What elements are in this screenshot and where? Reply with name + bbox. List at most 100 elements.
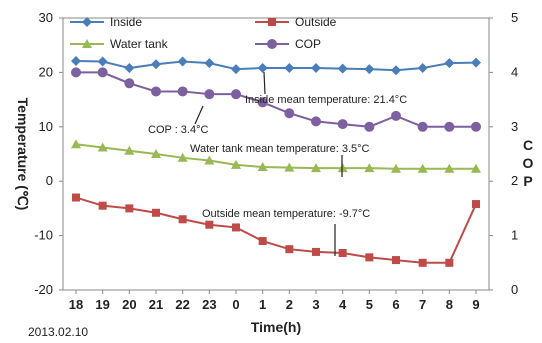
- right-tick-label: 1: [511, 228, 518, 243]
- series-water-tank: [71, 139, 481, 173]
- annotation-label: Outside mean temperature: -9.7°C: [202, 208, 370, 220]
- data-point-square: [125, 204, 134, 213]
- x-tick-label: 22: [175, 297, 189, 312]
- data-point-square: [418, 258, 427, 267]
- data-point-diamond: [204, 58, 215, 69]
- data-point-square: [72, 193, 80, 202]
- data-point-triangle: [337, 163, 348, 173]
- x-tick-label: 20: [122, 297, 136, 312]
- right-tick-label: 3: [511, 119, 518, 134]
- legend-label: COP: [295, 37, 321, 51]
- data-point-square: [258, 237, 267, 246]
- data-point-square: [232, 223, 240, 232]
- x-tick-label: 5: [366, 297, 373, 312]
- data-point-diamond: [257, 63, 268, 74]
- data-point-triangle: [151, 149, 161, 158]
- data-point-diamond: [391, 65, 401, 76]
- data-point-triangle: [82, 39, 92, 48]
- x-tick-label: 1: [259, 297, 266, 312]
- left-tick-label: 0: [46, 173, 53, 188]
- data-point-circle: [204, 89, 215, 100]
- data-point-circle: [444, 121, 455, 132]
- series-line: [75, 59, 477, 72]
- data-point-diamond: [151, 59, 161, 70]
- series-line: [75, 196, 477, 264]
- data-point-square: [178, 215, 187, 224]
- data-point-diamond: [97, 56, 108, 67]
- legend-label: Water tank: [110, 37, 169, 51]
- data-point-square: [365, 253, 374, 262]
- x-tick-label: 2: [286, 297, 293, 312]
- data-point-diamond: [177, 56, 188, 67]
- data-point-circle: [417, 121, 428, 132]
- data-point-triangle: [471, 163, 481, 173]
- data-point-circle: [124, 78, 135, 89]
- left-tick-label: 30: [39, 10, 53, 25]
- left-tick-label: -10: [34, 228, 53, 243]
- data-point-square: [205, 220, 214, 229]
- left-tick-label: -20: [34, 282, 53, 297]
- data-point-square: [285, 245, 294, 254]
- data-point-square: [445, 258, 454, 267]
- left-tick-label: 10: [39, 119, 53, 134]
- data-point-diamond: [311, 63, 321, 74]
- data-point-diamond: [231, 64, 241, 75]
- data-point-circle: [311, 116, 321, 127]
- data-point-diamond: [444, 58, 455, 69]
- annotation-label: Water tank mean temperature: 3.5°C: [190, 143, 370, 155]
- series-line: [76, 71, 476, 128]
- data-point-diamond: [82, 17, 92, 27]
- legend-label: Outside: [295, 15, 337, 29]
- data-point-circle: [284, 108, 295, 119]
- data-point-square: [338, 249, 347, 258]
- x-tick-label: 9: [472, 297, 479, 312]
- data-point-triangle: [124, 145, 135, 155]
- data-point-triangle: [391, 163, 401, 173]
- series-line: [75, 143, 476, 170]
- x-tick-label: 21: [149, 297, 163, 312]
- data-point-circle: [151, 86, 161, 97]
- data-point-diamond: [284, 63, 295, 74]
- data-point-triangle: [364, 163, 375, 173]
- data-point-circle: [471, 121, 481, 132]
- data-point-triangle: [204, 155, 215, 165]
- x-tick-label: 8: [446, 297, 453, 312]
- right-tick-label: 4: [511, 64, 518, 79]
- data-point-square: [392, 256, 400, 265]
- data-point-triangle: [231, 159, 241, 169]
- series-layer: [71, 55, 481, 267]
- series-cop: [71, 67, 481, 132]
- data-point-triangle: [444, 163, 455, 173]
- x-tick-label: 7: [419, 297, 426, 312]
- x-tick-label: 4: [339, 297, 347, 312]
- data-point-circle: [97, 67, 108, 78]
- data-point-triangle: [257, 162, 268, 172]
- annotation-label: Inside mean temperature: 21.4°C: [245, 94, 407, 106]
- data-point-circle: [231, 89, 241, 100]
- legend: Inside Outside Water tank COP: [70, 15, 337, 51]
- right-tick-label: 5: [511, 10, 518, 25]
- right-axis-title-letter: C: [523, 137, 533, 153]
- annotation-leader-line: [194, 105, 204, 125]
- data-point-diamond: [71, 55, 81, 66]
- x-axis-title: Time(h): [251, 319, 301, 335]
- data-point-circle: [337, 119, 348, 130]
- left-axis-title: Temperature (℃): [15, 98, 31, 211]
- right-axis-title-letter: O: [523, 155, 534, 171]
- data-point-triangle: [417, 163, 428, 173]
- data-point-circle: [177, 86, 188, 97]
- annotations: Inside mean temperature: 21.4°C COP : 3.4…: [148, 71, 407, 256]
- x-tick-label: 0: [232, 297, 239, 312]
- data-point-triangle: [71, 139, 81, 149]
- data-point-diamond: [124, 63, 135, 74]
- right-tick-label: 0: [511, 282, 518, 297]
- data-point-diamond: [471, 57, 481, 68]
- data-point-triangle: [284, 162, 295, 172]
- data-point-circle: [364, 121, 375, 132]
- annotation-label: COP : 3.4°C: [148, 124, 208, 136]
- data-point-square: [98, 201, 107, 210]
- data-point-triangle: [177, 152, 188, 162]
- x-tick-label: 6: [392, 297, 399, 312]
